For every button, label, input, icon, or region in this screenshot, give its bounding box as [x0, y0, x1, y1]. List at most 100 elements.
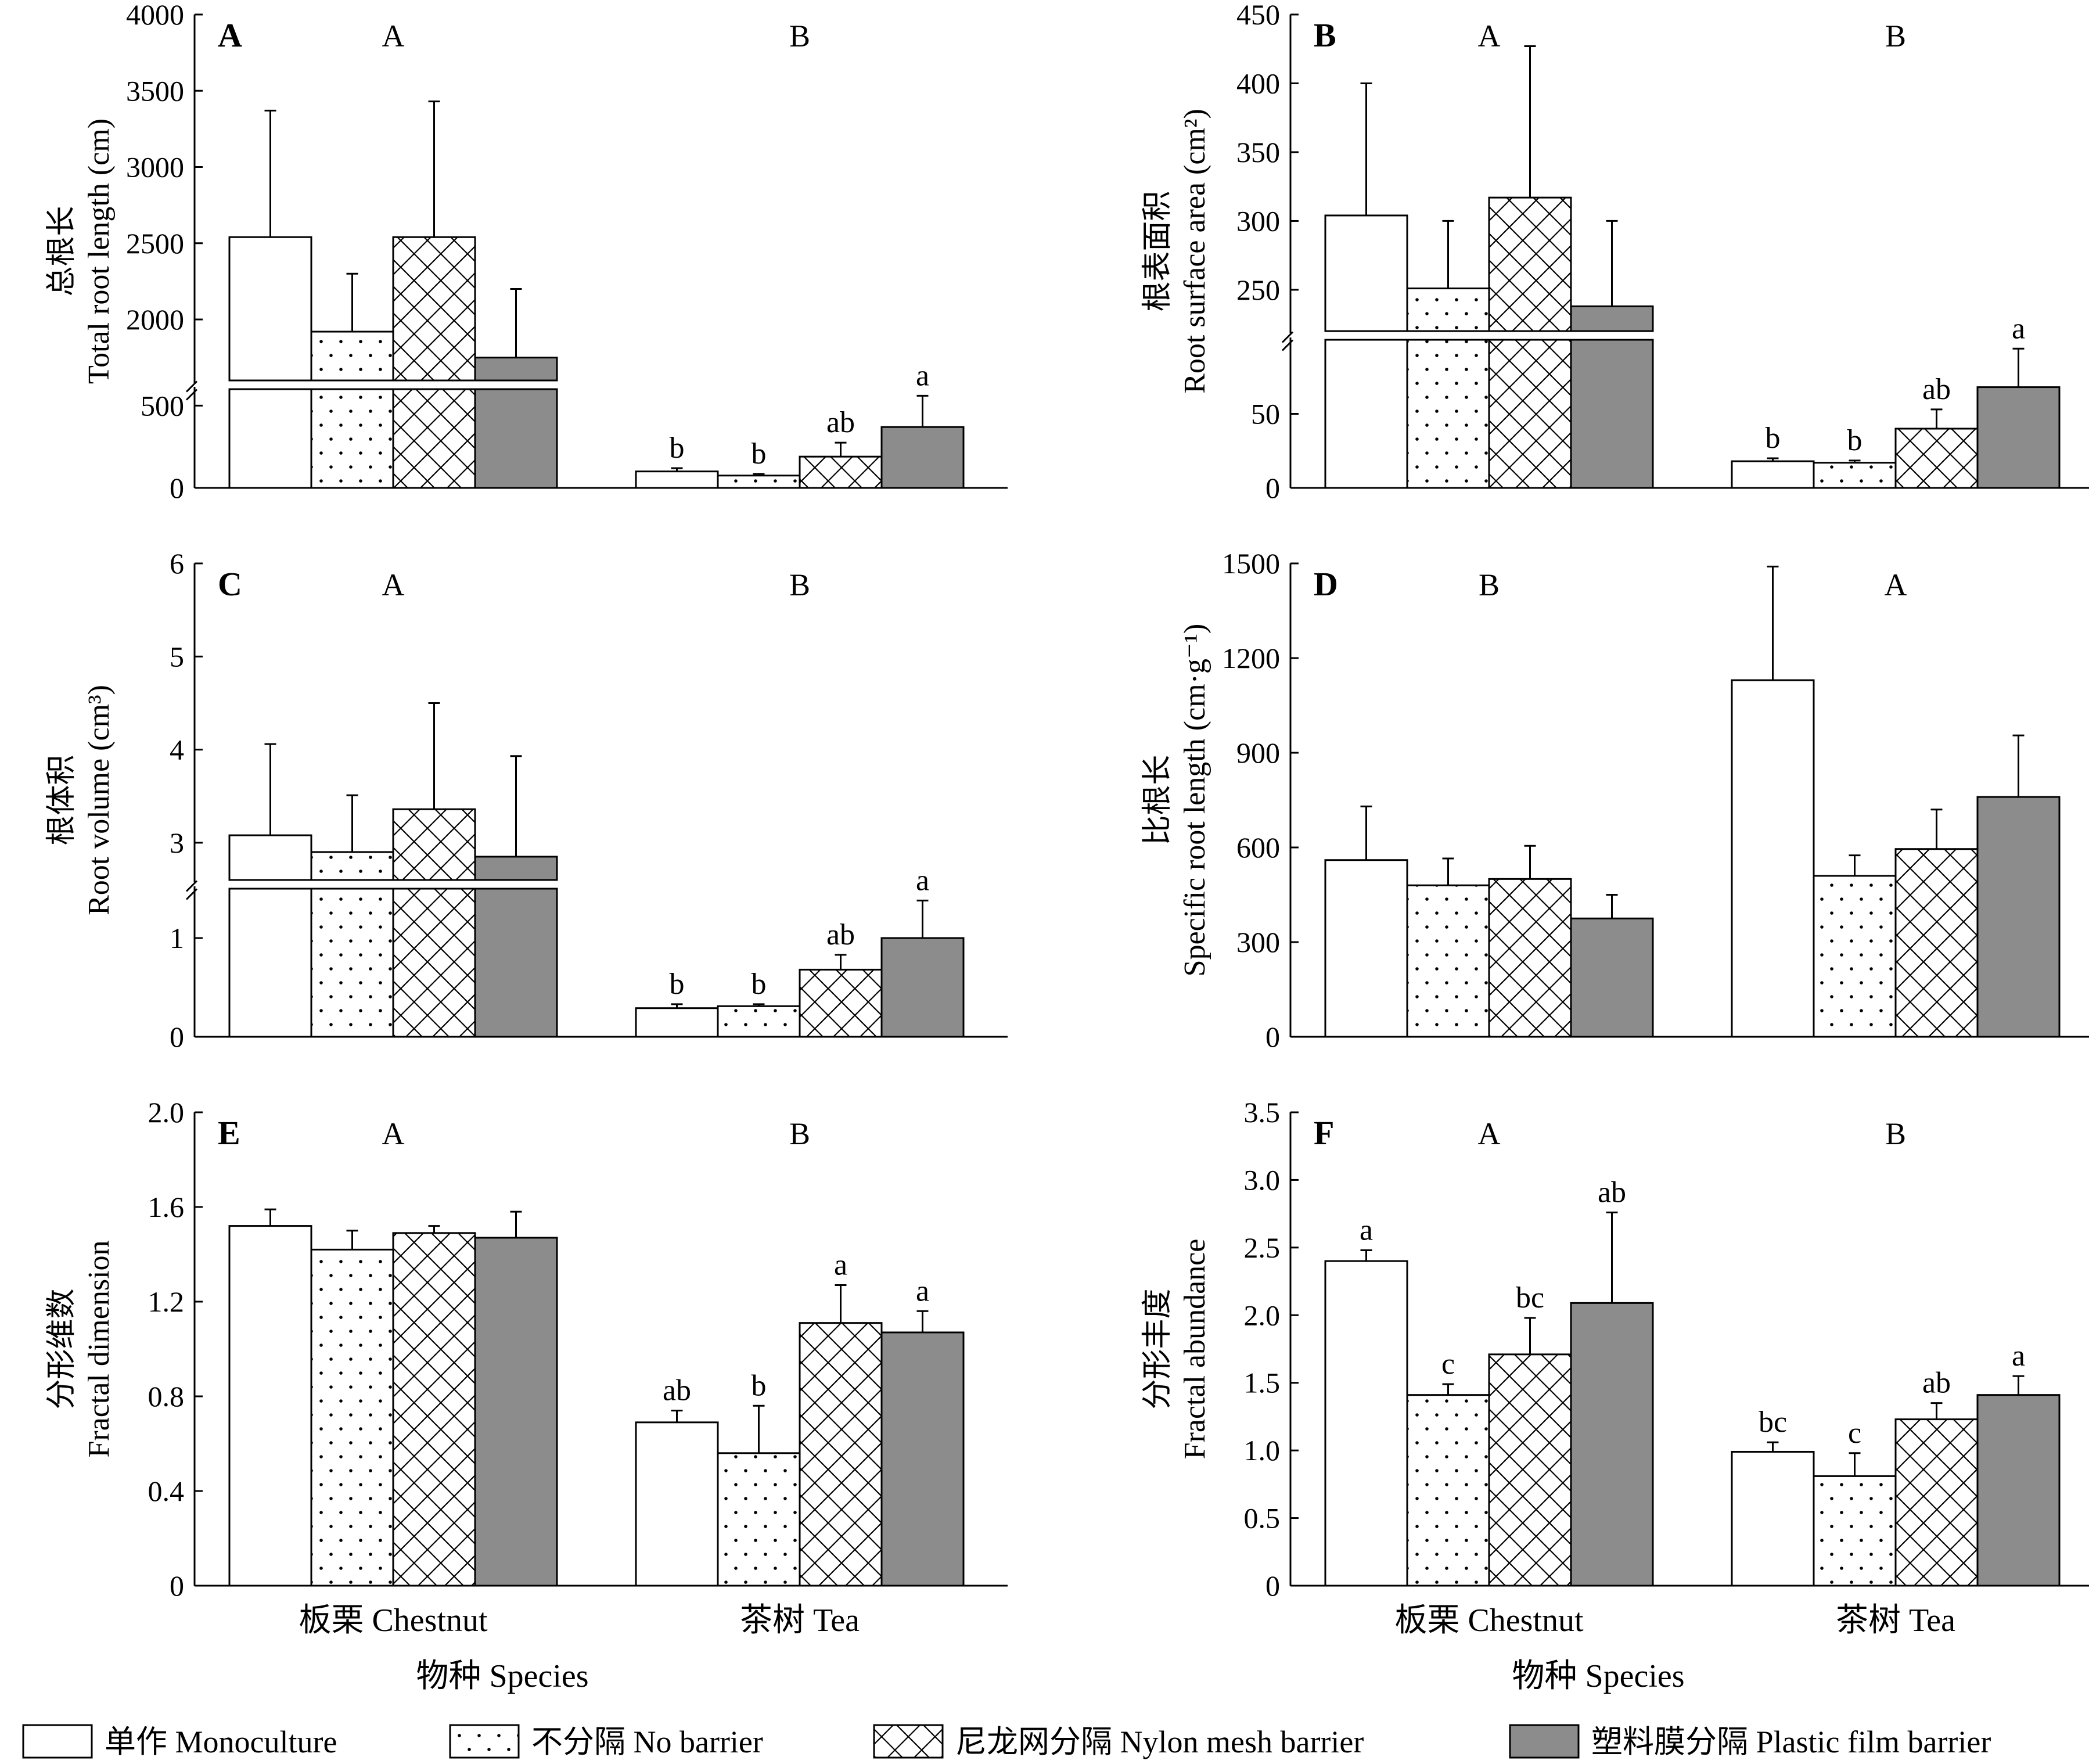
bar: [474, 1237, 558, 1587]
legend-item: 单作 Monoculture: [22, 1724, 337, 1759]
y-tick-label: 4: [170, 734, 184, 766]
panel-letter: B: [1314, 16, 1336, 54]
y-tick-label: 300: [1236, 926, 1280, 958]
y-tick-label: 2000: [126, 303, 184, 336]
y-axis-label-en: Fractal abundance: [1178, 1239, 1211, 1460]
y-axis-label-en: Root surface area (cm²): [1178, 109, 1211, 394]
y-tick-label: 2.5: [1244, 1231, 1281, 1264]
bar-upper-segment: [1570, 305, 1654, 332]
group-letter: A: [382, 19, 405, 53]
bar: [1731, 460, 1815, 489]
y-tick-label: 0.8: [148, 1380, 185, 1413]
legend-item: 塑料膜分隔 Plastic film barrier: [1509, 1724, 1991, 1759]
y-axis-label-cn: 总根长: [45, 206, 78, 296]
bar: [1731, 679, 1815, 1038]
significance-letter: bc: [1759, 1406, 1787, 1439]
bar: [392, 1232, 476, 1587]
y-tick-label: 0: [1265, 1021, 1280, 1053]
panel-letter: D: [1314, 565, 1338, 603]
y-axis-label-cn: 分形维数: [45, 1288, 78, 1409]
y-tick-label: 1.5: [1244, 1367, 1281, 1399]
significance-letter: a: [2012, 312, 2025, 345]
y-tick-label: 2.0: [148, 1096, 185, 1129]
bar-upper-segment: [474, 357, 558, 382]
group-letter: A: [382, 1116, 405, 1151]
panel-c: 0 1 3 4 5 6 根体积 Root volume (cm³) C Ab b ab a B: [45, 547, 1008, 1053]
bar-upper-segment: [310, 330, 394, 382]
y-tick-label: 6: [170, 547, 184, 580]
bar-upper-segment: [392, 808, 476, 881]
bar: [1570, 1302, 1654, 1587]
panel-e: 0 0.4 0.8 1.2 1.6 2.0 分形维数 Fractal dimension E Aa…: [45, 1096, 1008, 1602]
y-tick-label: 400: [1236, 67, 1280, 99]
bar-lower-segment: [310, 888, 394, 1038]
bar-lower-segment: [228, 888, 312, 1038]
legend-label: 塑料膜分隔 Plastic film barrier: [1591, 1725, 1991, 1759]
bar-lower-segment: [310, 388, 394, 489]
bar: [635, 1421, 719, 1587]
significance-letter: ab: [663, 1374, 691, 1407]
y-tick-label: 0.4: [148, 1475, 185, 1507]
axis-break-mark: [185, 389, 198, 401]
bar: [1488, 1353, 1572, 1587]
bar: [228, 1225, 312, 1587]
bar-upper-segment: [228, 236, 312, 382]
significance-letter: ab: [1598, 1176, 1626, 1209]
bar: [1488, 878, 1572, 1038]
significance-letter: a: [916, 359, 929, 392]
bar-upper-segment: [392, 236, 476, 382]
panel-a: 0 500 2000 2500 3000 3500 4000 总根长 Total root le…: [45, 0, 1008, 504]
bar-upper-segment: [1406, 288, 1490, 332]
y-tick-label: 450: [1236, 0, 1280, 31]
panel-letter: E: [218, 1114, 240, 1152]
bar: [1324, 859, 1408, 1038]
y-tick-label: 4000: [126, 0, 184, 31]
bar: [717, 1452, 801, 1587]
bar: [1813, 875, 1897, 1038]
bar: [1976, 1394, 2061, 1587]
significance-letter: a: [916, 1274, 929, 1307]
bar-lower-segment: [392, 888, 476, 1038]
y-tick-label: 1: [170, 922, 184, 954]
significance-letter: ab: [826, 918, 855, 951]
x-axis-label: 物种 Species: [1512, 1658, 1684, 1694]
bar: [1976, 796, 2061, 1038]
legend-swatch: [22, 1724, 93, 1759]
y-axis-label-cn: 分形丰度: [1141, 1288, 1174, 1409]
bar: [799, 455, 883, 489]
axis-break-mark: [185, 888, 198, 900]
y-tick-label: 0: [170, 472, 184, 504]
y-tick-label: 2500: [126, 227, 184, 260]
axis-break-mark: [1281, 331, 1294, 343]
significance-letter: b: [670, 432, 685, 465]
y-tick-label: 300: [1236, 204, 1280, 237]
axis-break-mark: [185, 380, 198, 393]
group-letter: B: [1885, 19, 1906, 53]
bar-lower-segment: [392, 388, 476, 489]
significance-letter: a: [2012, 1339, 2025, 1373]
panel-letter: F: [1314, 1114, 1334, 1152]
y-tick-label: 600: [1236, 831, 1280, 864]
y-tick-label: 50: [1251, 398, 1280, 430]
panel-f: 0 0.5 1.0 1.5 2.0 2.5 3.0 3.5 分形丰度 Fractal abunda…: [1141, 1096, 2089, 1602]
bar-upper-segment: [310, 851, 394, 881]
y-tick-label: 1500: [1222, 547, 1280, 580]
panel-letter: A: [218, 16, 242, 54]
axis-break-mark: [1281, 339, 1294, 351]
y-tick-label: 1200: [1222, 642, 1280, 674]
bar: [1813, 1475, 1897, 1587]
significance-letter: ab: [826, 406, 855, 439]
bar: [1894, 427, 1979, 489]
y-tick-label: 500: [141, 389, 184, 422]
legend-label: 单作 Monoculture: [105, 1725, 337, 1759]
bar: [717, 1005, 801, 1038]
panel-letter: C: [218, 565, 242, 603]
bar-upper-segment: [474, 856, 558, 881]
y-tick-label: 1.6: [148, 1191, 185, 1223]
legend-item: 尼龙网分隔 Nylon mesh barrier: [873, 1724, 1364, 1759]
significance-letter: c: [1848, 1417, 1861, 1450]
bar-lower-segment: [228, 388, 312, 489]
bar-upper-segment: [1324, 214, 1408, 332]
y-axis-label-cn: 根体积: [45, 755, 78, 845]
significance-letter: ab: [1922, 1367, 1951, 1400]
